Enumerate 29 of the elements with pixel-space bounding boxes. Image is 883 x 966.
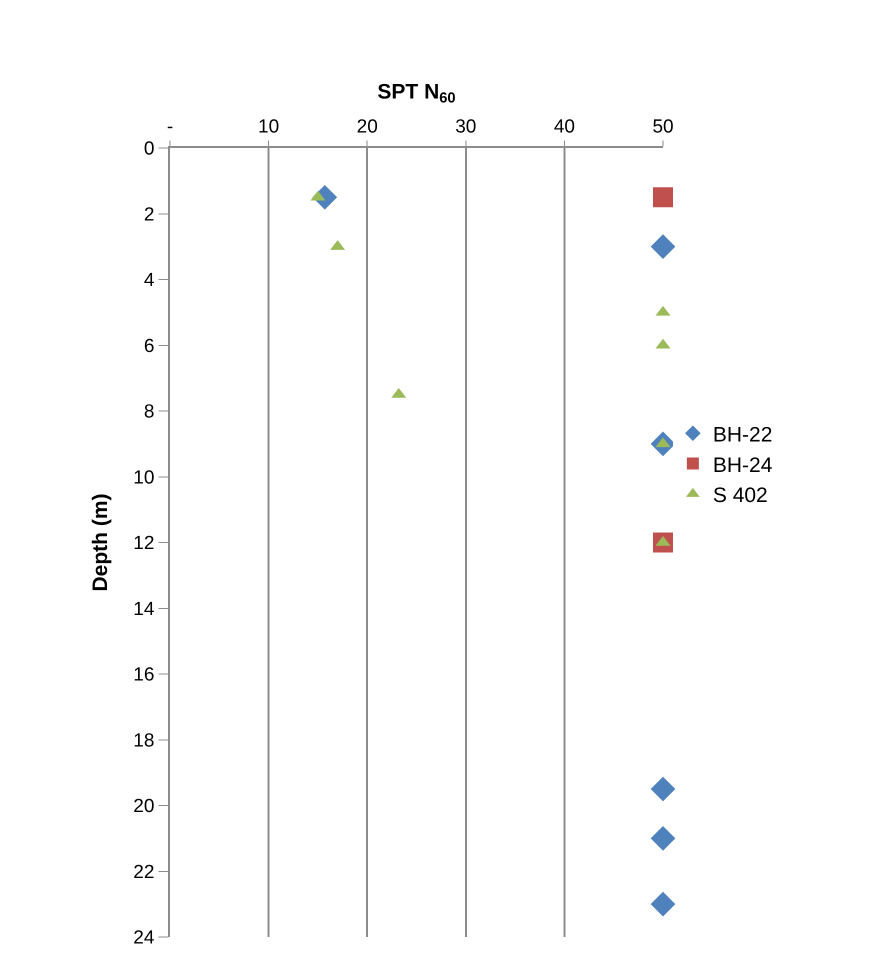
y-tick-label: 6 <box>144 336 154 357</box>
y-axis-title: Depth (m) <box>88 494 112 592</box>
point <box>650 234 676 259</box>
y-tick-label: 22 <box>133 862 154 883</box>
point <box>650 892 676 916</box>
y-tick-label: 0 <box>144 138 154 160</box>
y-tick-label: 16 <box>133 664 154 686</box>
x-tick-label: 30 <box>455 116 476 138</box>
x-axis-title: SPT N$_{60}$ <box>377 80 456 107</box>
y-tick-label: 4 <box>144 270 155 292</box>
x-tick-label: 20 <box>356 116 378 138</box>
x-tick-label: 40 <box>554 116 575 138</box>
y-tick-label: 12 <box>133 533 154 554</box>
legend-label: S 402 <box>712 484 768 508</box>
point <box>650 776 676 802</box>
x-tick-label: - <box>166 116 174 138</box>
y-tick-label: 14 <box>133 598 155 620</box>
y-tick-label: 20 <box>133 796 154 818</box>
x-tick-label: 50 <box>652 116 674 138</box>
y-tick-label: 8 <box>144 402 154 423</box>
legend-label: BH-22 <box>712 423 772 446</box>
y-tick-label: 24 <box>133 928 155 949</box>
point <box>650 826 676 851</box>
x-tick-label: 10 <box>258 116 280 138</box>
y-tick-label: 18 <box>133 730 154 752</box>
y-tick-label: 10 <box>133 467 154 488</box>
point <box>653 187 673 208</box>
legend-label: BH-24 <box>712 454 773 477</box>
y-tick-label: 2 <box>144 204 154 226</box>
